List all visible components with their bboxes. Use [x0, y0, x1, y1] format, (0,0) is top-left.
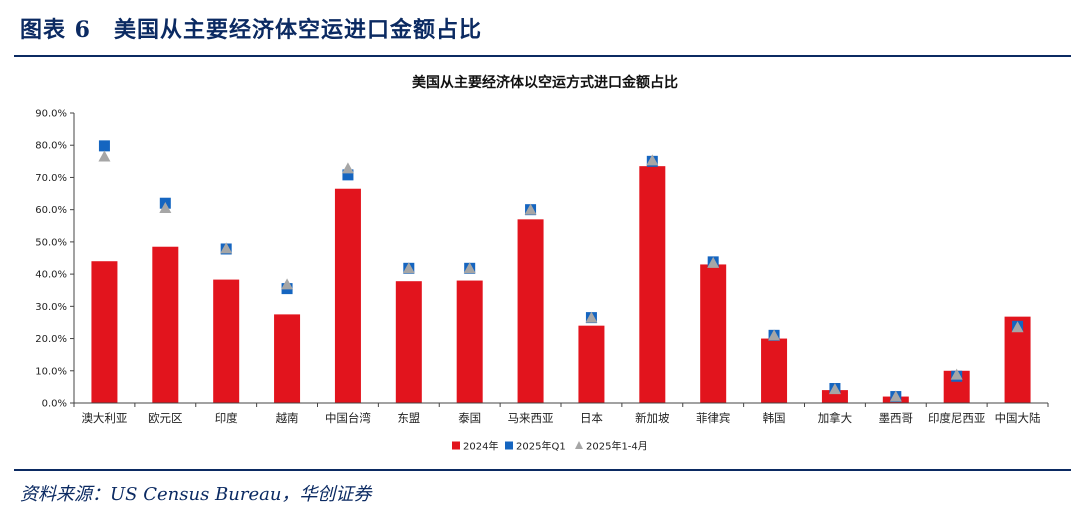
bar — [91, 261, 118, 403]
top-divider — [14, 55, 1071, 57]
bar-series-2024 — [91, 166, 1031, 403]
y-tick-label: 40.0% — [35, 270, 67, 281]
square-marker — [98, 140, 110, 152]
legend-swatch — [452, 441, 460, 450]
triangle-marker — [159, 202, 172, 214]
x-category-label: 泰国 — [458, 411, 481, 425]
bar — [456, 280, 483, 403]
bar — [334, 188, 361, 403]
bar — [639, 166, 666, 403]
bar — [517, 219, 544, 403]
y-axis: 0.0% 10.0% 20.0% 30.0% 40.0% 50.0% 60.0% 70.0% 8… — [35, 109, 75, 410]
legend: 2024年 2025年Q1 2025年1-4月 — [452, 440, 648, 453]
triangle-marker — [98, 150, 111, 162]
triangle-marker — [402, 262, 415, 274]
y-tick-label: 60.0% — [35, 205, 67, 216]
x-category-label: 日本 — [580, 411, 603, 425]
x-category-label: 加拿大 — [818, 411, 853, 425]
legend-label: 2025年1-4月 — [586, 440, 648, 453]
y-tick-label: 20.0% — [35, 334, 67, 345]
triangle-marker — [828, 383, 841, 395]
square-marker — [342, 169, 354, 181]
x-category-label: 中国台湾 — [325, 411, 371, 425]
bar — [395, 281, 422, 403]
x-category-label: 印度尼西亚 — [928, 411, 986, 425]
triangle-marker — [1011, 321, 1024, 333]
x-axis: 澳大利亚 欧元区 印度 越南 中国台湾 东盟 泰国 马来西亚 日本 新加坡 菲律宾 韩国 加拿大 墨西哥印… — [73, 402, 1049, 425]
y-tick-label: 0.0% — [42, 399, 67, 410]
source-note: 资料来源：US Census Bureau，华创证券 — [20, 484, 372, 505]
triangle-marker — [707, 256, 720, 268]
x-category-label: 东盟 — [397, 411, 420, 425]
x-category-label: 新加坡 — [635, 411, 670, 425]
y-tick-label: 10.0% — [35, 366, 67, 377]
bar — [578, 325, 605, 403]
bar — [274, 314, 301, 403]
x-category-label: 越南 — [276, 411, 299, 425]
legend-swatch — [575, 441, 583, 449]
y-tick-label: 70.0% — [35, 173, 67, 184]
x-category-label: 墨西哥 — [879, 411, 914, 425]
x-category-label: 韩国 — [763, 411, 786, 425]
x-category-label: 印度 — [215, 411, 238, 425]
triangle-marker — [463, 262, 476, 274]
y-tick-label: 90.0% — [35, 109, 67, 120]
bar — [152, 246, 179, 403]
triangle-marker — [646, 154, 659, 166]
chart-title: 美国从主要经济体以空运方式进口金额占比 — [412, 74, 678, 91]
legend-label: 2024年 — [463, 440, 498, 453]
triangle-marker — [524, 203, 537, 215]
x-category-label: 菲律宾 — [696, 411, 731, 425]
y-tick-label: 80.0% — [35, 141, 67, 152]
x-category-label: 马来西亚 — [508, 411, 554, 425]
x-category-label: 欧元区 — [148, 411, 183, 425]
triangle-marker — [585, 311, 598, 323]
bar — [213, 279, 240, 403]
figure-title: 图表 6 美国从主要经济体空运进口金额占比 — [20, 17, 482, 43]
legend-label: 2025年Q1 — [516, 440, 566, 453]
marker-series-2025-1-4 — [98, 150, 1024, 402]
triangle-marker — [950, 368, 963, 380]
y-tick-label: 30.0% — [35, 302, 67, 313]
y-tick-label: 50.0% — [35, 237, 67, 248]
x-category-label: 中国大陆 — [995, 411, 1041, 425]
bottom-divider — [14, 469, 1071, 471]
legend-swatch — [505, 441, 513, 450]
bar — [700, 264, 727, 403]
triangle-marker — [220, 242, 233, 254]
triangle-marker — [341, 162, 354, 174]
triangle-marker — [889, 390, 902, 402]
bar — [761, 338, 788, 403]
x-category-label: 澳大利亚 — [81, 411, 127, 425]
triangle-marker — [768, 329, 781, 341]
figure-header: 图表 6 美国从主要经济体空运进口金额占比 — [20, 10, 1070, 50]
bar — [821, 390, 848, 403]
triangle-marker — [281, 278, 294, 290]
